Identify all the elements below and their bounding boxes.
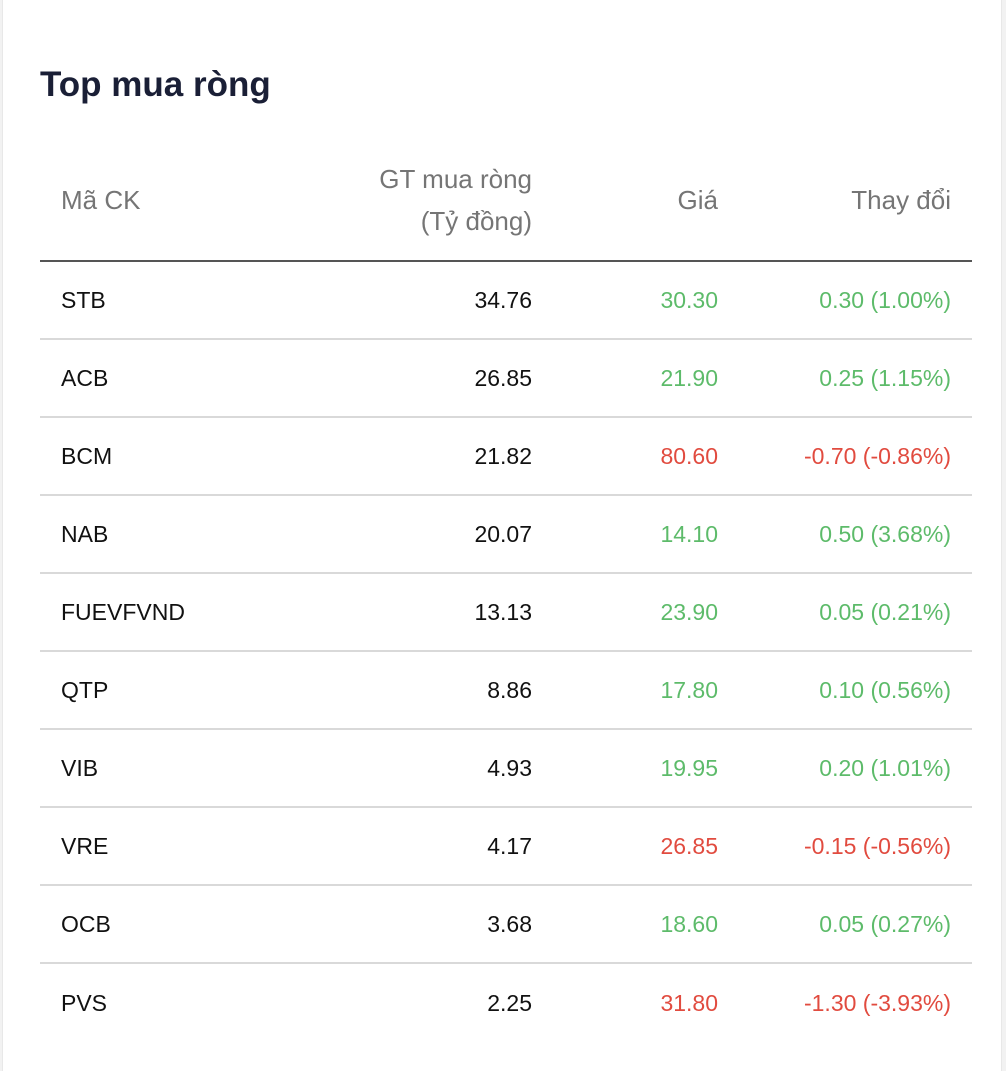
cell-symbol[interactable]: ACB [61, 364, 109, 391]
cell-net-value: 2.25 [487, 989, 532, 1016]
table-body: STB 34.76 30.30 0.30 (1.00%) ACB 26.85 2… [40, 262, 972, 1042]
cell-symbol[interactable]: PVS [61, 989, 108, 1016]
cell-price: 21.90 [660, 364, 718, 391]
cell-symbol[interactable]: FUEVFVND [61, 598, 185, 625]
card-title: Top mua ròng [40, 65, 271, 104]
header-net-value-line2: (Tỷ đồng) [420, 206, 532, 236]
cell-change: -1.30 (-3.93%) [803, 989, 951, 1016]
cell-net-value: 26.85 [474, 364, 532, 391]
cell-net-value: 34.76 [474, 286, 532, 313]
cell-symbol[interactable]: STB [61, 286, 106, 313]
table-row[interactable]: STB 34.76 30.30 0.30 (1.00%) [40, 262, 972, 340]
header-price: Giá [677, 185, 718, 215]
table-row[interactable]: PVS 2.25 31.80 -1.30 (-3.93%) [40, 964, 972, 1042]
cell-price: 17.80 [660, 676, 718, 703]
cell-change: 0.20 (1.01%) [819, 754, 951, 781]
cell-symbol[interactable]: OCB [61, 910, 111, 937]
cell-price: 26.85 [660, 832, 718, 859]
cell-change: -0.15 (-0.56%) [803, 832, 951, 859]
table-row[interactable]: VRE 4.17 26.85 -0.15 (-0.56%) [40, 808, 972, 886]
cell-net-value: 8.86 [487, 676, 532, 703]
header-net-value: GT mua ròng (Tỷ đồng) [270, 158, 532, 242]
cell-price: 30.30 [660, 286, 718, 313]
cell-symbol[interactable]: NAB [61, 520, 109, 547]
cell-change: 0.30 (1.00%) [819, 286, 951, 313]
cell-net-value: 4.93 [487, 754, 532, 781]
cell-net-value: 20.07 [474, 520, 532, 547]
header-symbol: Mã CK [61, 185, 141, 215]
cell-net-value: 21.82 [474, 442, 532, 469]
net-buy-table: Mã CK GT mua ròng (Tỷ đồng) Giá Thay đổi… [40, 140, 972, 1042]
cell-change: 0.05 (0.21%) [819, 598, 951, 625]
cell-price: 80.60 [660, 442, 718, 469]
table-header: Mã CK GT mua ròng (Tỷ đồng) Giá Thay đổi [40, 140, 972, 262]
cell-price: 18.60 [660, 910, 718, 937]
table-row[interactable]: VIB 4.93 19.95 0.20 (1.01%) [40, 730, 972, 808]
cell-symbol[interactable]: QTP [61, 676, 109, 703]
cell-symbol[interactable]: VIB [61, 754, 99, 781]
cell-net-value: 4.17 [487, 832, 532, 859]
table-row[interactable]: ACB 26.85 21.90 0.25 (1.15%) [40, 340, 972, 418]
cell-net-value: 3.68 [487, 910, 532, 937]
cell-symbol[interactable]: BCM [61, 442, 113, 469]
table-row[interactable]: BCM 21.82 80.60 -0.70 (-0.86%) [40, 418, 972, 496]
table-row[interactable]: QTP 8.86 17.80 0.10 (0.56%) [40, 652, 972, 730]
table-row[interactable]: NAB 20.07 14.10 0.50 (3.68%) [40, 496, 972, 574]
cell-change: 0.25 (1.15%) [819, 364, 951, 391]
cell-change: 0.50 (3.68%) [819, 520, 951, 547]
cell-price: 31.80 [660, 989, 718, 1016]
cell-price: 19.95 [660, 754, 718, 781]
cell-change: -0.70 (-0.86%) [803, 442, 951, 469]
cell-price: 23.90 [660, 598, 718, 625]
cell-symbol[interactable]: VRE [61, 832, 109, 859]
cell-price: 14.10 [660, 520, 718, 547]
cell-net-value: 13.13 [474, 598, 532, 625]
cell-change: 0.05 (0.27%) [819, 910, 951, 937]
header-net-value-line1: GT mua ròng [379, 164, 532, 194]
table-row[interactable]: OCB 3.68 18.60 0.05 (0.27%) [40, 886, 972, 964]
table-row[interactable]: FUEVFVND 13.13 23.90 0.05 (0.21%) [40, 574, 972, 652]
header-change: Thay đổi [851, 185, 951, 215]
cell-change: 0.10 (0.56%) [819, 676, 951, 703]
